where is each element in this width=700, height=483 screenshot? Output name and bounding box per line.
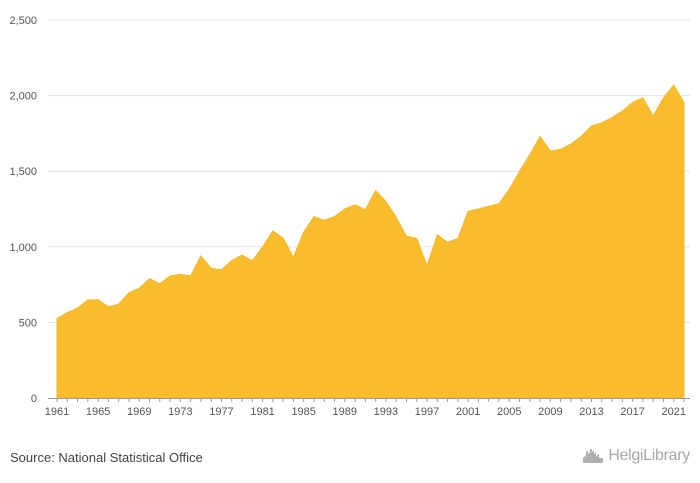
- area-chart: 1961 1965 1969 1973 1977 1981 1985 1989 1993 1997…: [9, 15, 690, 418]
- y-tick-label: 0: [31, 393, 37, 405]
- x-tick-label: 2005: [497, 406, 521, 418]
- source-note: Source: National Statistical Office: [10, 450, 203, 465]
- y-tick-label: 2,500: [9, 15, 37, 27]
- x-tick-label: 1973: [168, 406, 192, 418]
- y-tick-label: 1,500: [9, 166, 37, 178]
- x-tick-label: 1961: [45, 406, 69, 418]
- x-tick-label: 1981: [250, 406, 274, 418]
- x-tick-label: 2013: [579, 406, 603, 418]
- x-tick-label: 1997: [415, 406, 439, 418]
- library-icon: [583, 449, 604, 463]
- y-tick-label: 500: [19, 317, 37, 329]
- x-tick-label: 1989: [333, 406, 357, 418]
- chart-area: [56, 84, 685, 399]
- y-tick-label: 2,000: [9, 91, 37, 103]
- x-tick-label: 2009: [538, 406, 562, 418]
- x-tick-label: 2001: [456, 406, 480, 418]
- x-tick-label: 1969: [127, 406, 151, 418]
- x-tick-label: 1965: [86, 406, 110, 418]
- x-tick-label: 2017: [620, 406, 644, 418]
- x-axis: 1961 1965 1969 1973 1977 1981 1985 1989 1993 1997…: [45, 398, 690, 418]
- x-tick-label: 1985: [291, 406, 315, 418]
- brand-logo: HelgiLibrary: [582, 447, 690, 465]
- x-tick-label: 2021: [661, 406, 685, 418]
- area-series: [56, 84, 685, 399]
- x-tick-label: 1977: [209, 406, 233, 418]
- brand-name: HelgiLibrary: [608, 447, 690, 464]
- y-tick-label: 1,000: [9, 242, 37, 254]
- x-tick-label: 1993: [374, 406, 398, 418]
- y-axis: 0 500 1,000 1,500 2,000 2,500: [9, 15, 37, 405]
